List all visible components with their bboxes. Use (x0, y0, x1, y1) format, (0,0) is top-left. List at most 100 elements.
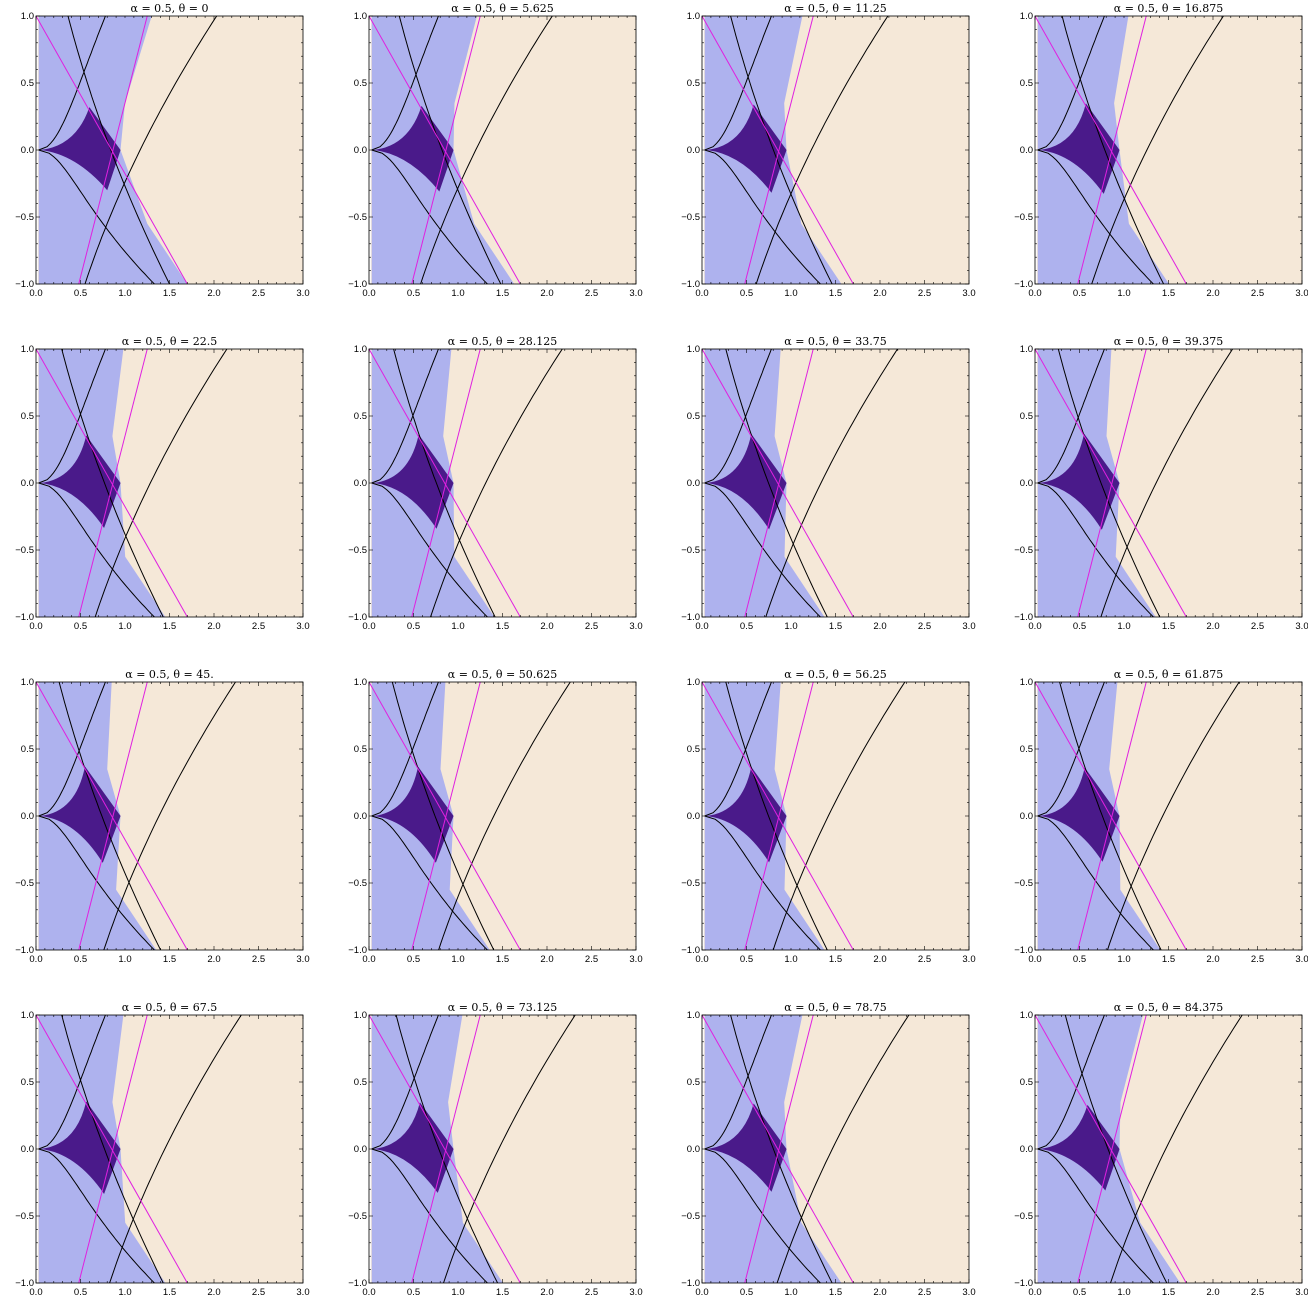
panel-title: α = 0.5, θ = 33.75 (784, 335, 886, 348)
y-tick-label: −1.0 (348, 1278, 367, 1289)
magenta-line (1077, 349, 1147, 617)
y-tick-label: −0.5 (348, 545, 367, 556)
x-tick-label: 1.5 (163, 1287, 176, 1298)
dark-region (706, 104, 787, 193)
x-tick-label: 1.0 (1117, 621, 1130, 632)
magenta-line (36, 682, 188, 950)
y-tick-label: 1.0 (1020, 11, 1033, 22)
y-tick-label: 1.0 (21, 344, 34, 355)
x-tick-label: 0.0 (29, 288, 42, 299)
x-tick-label: 0.0 (695, 288, 708, 299)
x-tick-label: 1.0 (451, 954, 464, 965)
x-tick-label: 2.5 (1251, 288, 1264, 299)
dark-region (40, 107, 121, 191)
panel-8: α = 0.5, θ = 39.375 0.0 0.5 1.0 1.5 2.0 2.5 3.0… (1014, 333, 1308, 638)
panel-title: α = 0.5, θ = 22.5 (122, 335, 217, 348)
x-tick-label: 2.5 (252, 1287, 265, 1298)
x-tick-label: 2.0 (1206, 1287, 1219, 1298)
black-curve (371, 16, 439, 151)
x-tick-label: 0.0 (29, 621, 42, 632)
x-tick-label: 0.0 (1028, 954, 1041, 965)
black-curve (1037, 16, 1105, 151)
black-curve (1064, 1015, 1168, 1283)
y-tick-label: 0.5 (1020, 744, 1033, 755)
x-tick-label: 0.0 (695, 954, 708, 965)
black-curve (38, 149, 155, 284)
y-tick-label: −1.0 (681, 945, 700, 956)
magenta-line (411, 1015, 481, 1283)
x-tick-label: 3.0 (629, 954, 642, 965)
panel-chart: α = 0.5, θ = 78.75 0.0 0.5 1.0 1.5 2.0 2.5 3.0 1… (681, 1001, 975, 1298)
x-tick-label: 1.0 (451, 621, 464, 632)
y-tick-label: −1.0 (681, 279, 700, 290)
y-tick-label: 0.0 (1020, 478, 1033, 489)
panel-chart: α = 0.5, θ = 56.25 0.0 0.5 1.0 1.5 2.0 2.5 3.0 1… (681, 668, 975, 965)
y-tick-label: −0.5 (15, 878, 34, 889)
panel-4: α = 0.5, θ = 16.875 0.0 0.5 1.0 1.5 2.0 2.5 3.0… (1014, 0, 1308, 305)
y-tick-label: −0.5 (681, 212, 700, 223)
x-tick-label: 1.5 (163, 621, 176, 632)
x-tick-label: 0.0 (1028, 1287, 1041, 1298)
x-tick-label: 0.0 (29, 1287, 42, 1298)
y-tick-label: −0.5 (681, 878, 700, 889)
magenta-line (1035, 682, 1187, 950)
x-tick-label: 2.5 (918, 1287, 931, 1298)
panel-chart: α = 0.5, θ = 16.875 0.0 0.5 1.0 1.5 2.0 2.5 3.0… (1014, 2, 1308, 299)
y-tick-label: 0.5 (687, 1077, 700, 1088)
magenta-line (411, 682, 481, 950)
x-tick-label: 0.5 (1073, 288, 1086, 299)
magenta-line (1077, 16, 1147, 284)
x-tick-label: 1.5 (496, 288, 509, 299)
black-curve (704, 349, 772, 484)
black-curve (393, 349, 496, 617)
black-curve (1100, 349, 1234, 617)
panel-3: α = 0.5, θ = 11.25 0.0 0.5 1.0 1.5 2.0 2.5 3.0 1… (681, 0, 975, 305)
y-tick-label: 0.0 (687, 1144, 700, 1155)
y-tick-label: 0.0 (687, 811, 700, 822)
y-tick-label: 0.5 (1020, 1077, 1033, 1088)
black-curve (438, 682, 571, 950)
y-tick-label: 0.0 (354, 1144, 367, 1155)
y-tick-label: −1.0 (15, 612, 34, 623)
dark-region (40, 435, 121, 528)
y-tick-label: −0.5 (15, 212, 34, 223)
x-tick-label: 1.0 (784, 288, 797, 299)
black-curve (755, 16, 889, 284)
x-tick-label: 3.0 (296, 621, 309, 632)
magenta-line (1077, 682, 1147, 950)
panel-chart: α = 0.5, θ = 84.375 0.0 0.5 1.0 1.5 2.0 2.5 3.0… (1014, 1001, 1308, 1298)
x-tick-label: 3.0 (962, 954, 975, 965)
panel-6: α = 0.5, θ = 28.125 0.0 0.5 1.0 1.5 2.0 2.5 3.0… (348, 333, 642, 638)
x-tick-label: 0.5 (1073, 954, 1086, 965)
dark-region (373, 434, 454, 529)
y-tick-label: −1.0 (681, 1278, 700, 1289)
magenta-line (36, 16, 188, 284)
magenta-line (702, 16, 854, 284)
y-tick-label: 0.0 (21, 1144, 34, 1155)
y-tick-label: 0.0 (1020, 1144, 1033, 1155)
y-tick-label: 0.5 (21, 411, 34, 422)
x-tick-label: 0.5 (74, 621, 87, 632)
y-tick-label: 1.0 (687, 677, 700, 688)
x-tick-label: 0.5 (407, 288, 420, 299)
x-tick-label: 1.5 (1162, 288, 1175, 299)
x-tick-label: 1.5 (829, 1287, 842, 1298)
y-tick-label: −0.5 (681, 1211, 700, 1222)
black-curve (1037, 482, 1154, 617)
x-tick-label: 1.0 (451, 1287, 464, 1298)
x-tick-label: 3.0 (1295, 288, 1308, 299)
x-tick-label: 2.5 (585, 954, 598, 965)
x-tick-label: 1.0 (784, 954, 797, 965)
x-tick-label: 1.0 (118, 621, 131, 632)
x-tick-label: 2.0 (540, 621, 553, 632)
panel-title: α = 0.5, θ = 16.875 (1114, 2, 1223, 15)
x-tick-label: 0.5 (740, 621, 753, 632)
x-tick-label: 0.0 (1028, 621, 1041, 632)
y-tick-label: 0.0 (354, 478, 367, 489)
x-tick-label: 2.0 (207, 1287, 220, 1298)
black-curve (420, 16, 553, 284)
black-curve (725, 682, 828, 950)
magenta-line (78, 16, 148, 284)
panel-2: α = 0.5, θ = 5.625 0.0 0.5 1.0 1.5 2.0 2.5 3.0 1… (348, 0, 642, 305)
panel-chart: α = 0.5, θ = 0 0.0 0.5 1.0 1.5 2.0 2.5 3.0 1.0 0.… (15, 2, 309, 299)
